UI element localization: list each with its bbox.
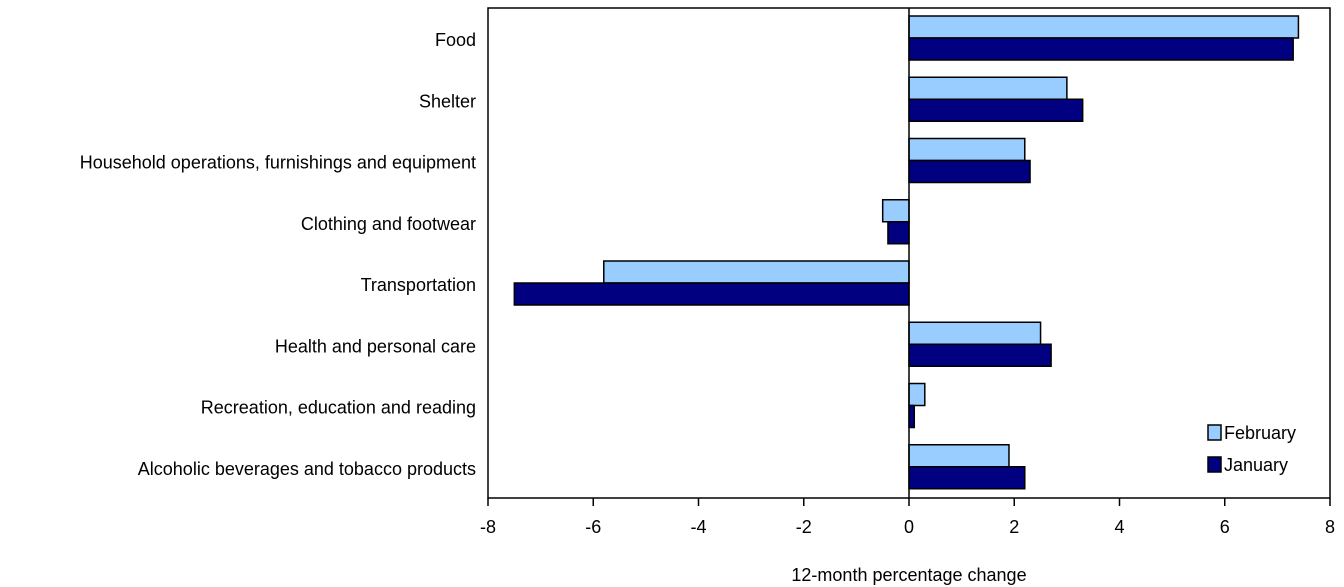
- bar-february: [908, 382, 926, 407]
- x-tick-label: -6: [585, 517, 601, 537]
- x-tick-label: 4: [1114, 517, 1124, 537]
- x-axis-title: 12-month percentage change: [791, 565, 1026, 585]
- bar-january: [887, 221, 910, 245]
- bar-january: [908, 404, 916, 429]
- category-label: Food: [435, 30, 476, 50]
- bar-january: [908, 159, 1031, 184]
- x-tick-label: -8: [480, 517, 496, 537]
- category-label: Alcoholic beverages and tobacco products: [138, 459, 476, 479]
- category-label: Clothing and footwear: [301, 214, 476, 234]
- bar-february: [881, 199, 910, 223]
- category-labels: Food Shelter Household operations, furnish…: [80, 30, 476, 479]
- category-label: Shelter: [419, 91, 476, 111]
- x-axis: -8 -6 -4 -2 0 2 4 6 8: [480, 498, 1335, 537]
- bar-january: [908, 343, 1052, 367]
- bar-february: [603, 260, 910, 284]
- bar-january: [908, 98, 1084, 122]
- bar-january: [908, 466, 1026, 490]
- legend-label: February: [1224, 423, 1296, 443]
- x-tick-label: 2: [1009, 517, 1019, 537]
- bar-january: [908, 37, 1294, 61]
- category-label: Health and personal care: [275, 336, 476, 356]
- bar-february: [908, 15, 1300, 39]
- legend-label: January: [1224, 455, 1288, 475]
- bar-february: [908, 76, 1068, 100]
- x-tick-label: 8: [1325, 517, 1335, 537]
- category-label: Household operations, furnishings and eq…: [80, 153, 476, 173]
- category-label: Recreation, education and reading: [201, 398, 476, 418]
- bars: [513, 15, 1300, 490]
- bar-january: [513, 282, 910, 306]
- legend-swatch: [1207, 456, 1222, 473]
- legend: February January: [1207, 423, 1296, 475]
- bar-february: [908, 137, 1026, 162]
- x-tick-label: -2: [796, 517, 812, 537]
- legend-swatch: [1207, 424, 1222, 441]
- bar-february: [908, 321, 1042, 345]
- x-tick-label: 0: [904, 517, 914, 537]
- x-tick-label: 6: [1220, 517, 1230, 537]
- bar-february: [908, 444, 1010, 468]
- x-tick-label: -4: [690, 517, 706, 537]
- category-label: Transportation: [361, 275, 476, 295]
